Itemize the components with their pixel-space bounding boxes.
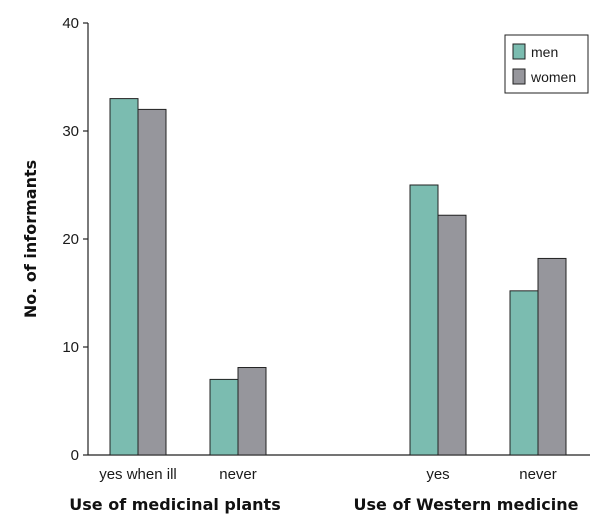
group-label-medicinal-plants: Use of medicinal plants — [69, 495, 280, 514]
legend-swatch-women — [512, 68, 526, 85]
legend: men women — [504, 34, 589, 94]
category-label: yes — [426, 466, 449, 483]
legend-label-men: men — [531, 44, 558, 60]
y-tick-label: 20 — [62, 231, 79, 248]
bar-women-3 — [537, 257, 567, 456]
y-ticks: 0 10 20 30 40 — [62, 15, 88, 464]
bar-men-0 — [109, 98, 139, 456]
y-tick-label: 40 — [62, 15, 79, 32]
bars — [109, 98, 567, 456]
bar-men-1 — [209, 378, 239, 456]
bar-men-2 — [409, 184, 439, 456]
bar-men-3 — [509, 290, 539, 456]
category-labels: yes when ill never yes never — [99, 466, 557, 483]
category-label: never — [519, 466, 557, 483]
bar-women-2 — [437, 214, 467, 456]
y-tick-label: 30 — [62, 123, 79, 140]
category-label: yes when ill — [99, 466, 177, 483]
y-tick-label: 10 — [62, 339, 79, 356]
legend-swatch-men — [512, 43, 526, 60]
bar-women-0 — [137, 108, 167, 456]
legend-label-women: women — [530, 69, 576, 85]
group-label-western-medicine: Use of Western medicine — [354, 495, 579, 514]
category-label: never — [219, 466, 257, 483]
y-axis-title: No. of informants — [21, 160, 40, 318]
group-labels: Use of medicinal plants Use of Western m… — [69, 495, 578, 514]
bar-women-1 — [237, 367, 267, 456]
y-tick-label: 0 — [71, 447, 79, 464]
